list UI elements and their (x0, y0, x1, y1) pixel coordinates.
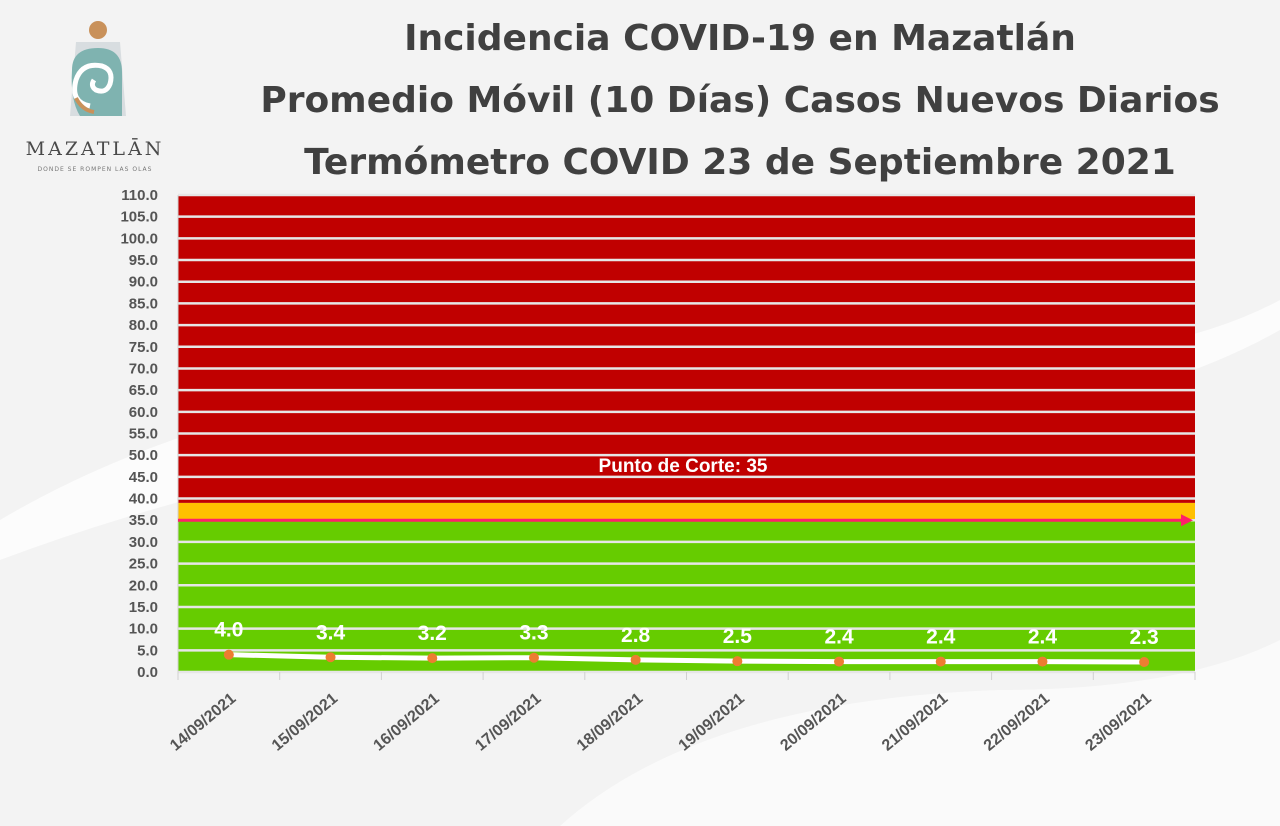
y-tick-label: 85.0 (129, 295, 158, 312)
y-tick-label: 65.0 (129, 382, 158, 399)
data-point (223, 649, 234, 660)
y-tick-label: 70.0 (129, 360, 158, 377)
y-tick-label: 10.0 (129, 621, 158, 638)
data-point (1037, 656, 1048, 667)
chart-titles: Incidencia COVID-19 en Mazatlán Promedio… (200, 8, 1280, 194)
y-tick-label: 80.0 (129, 317, 158, 334)
data-point (528, 652, 539, 663)
logo-tagline: DONDE SE ROMPEN LAS OLAS (37, 166, 153, 173)
x-tick-label: 14/09/2021 (167, 690, 239, 755)
cutoff-marker: Punto de Corte: 35 (178, 456, 1193, 527)
y-tick-label: 15.0 (129, 599, 158, 616)
risk-band-0 (178, 520, 1195, 672)
data-label: 2.5 (723, 625, 753, 648)
data-label: 2.4 (824, 626, 854, 649)
title-line-2: Promedio Móvil (10 Días) Casos Nuevos Di… (260, 80, 1220, 121)
wave-emblem-icon (70, 21, 126, 116)
x-tick-label: 17/09/2021 (472, 690, 544, 755)
x-tick-label: 16/09/2021 (371, 690, 443, 755)
y-tick-label: 95.0 (129, 252, 158, 269)
data-labels: 4.0 3.4 3.2 3.3 2.8 2.5 2.4 2.4 2.4 2.3 (214, 619, 1159, 649)
data-label: 2.3 (1130, 626, 1159, 649)
y-tick-label: 60.0 (129, 404, 158, 421)
data-point (732, 656, 743, 667)
y-tick-label: 20.0 (129, 577, 158, 594)
data-point (935, 656, 946, 667)
gridlines (177, 193, 1195, 674)
title-line-1: Incidencia COVID-19 en Mazatlán (404, 18, 1076, 59)
y-tick-label: 0.0 (137, 664, 158, 681)
cutoff-arrow-icon (1181, 514, 1193, 527)
y-tick-label: 40.0 (129, 491, 158, 508)
y-tick-label: 50.0 (129, 447, 158, 464)
data-label: 2.8 (621, 624, 651, 647)
y-tick-label: 25.0 (129, 556, 158, 573)
data-label: 2.4 (1028, 626, 1058, 649)
title-line-3: Termómetro COVID 23 de Septiembre 2021 (304, 142, 1176, 183)
data-label: 3.4 (316, 621, 346, 644)
moving-average-series (223, 649, 1150, 668)
y-tick-label: 90.0 (129, 274, 158, 291)
x-tick-label: 20/09/2021 (777, 690, 849, 755)
mazatlan-logo: MAZATLĀN DONDE SE ROMPEN LAS OLAS (10, 10, 180, 173)
data-point (630, 654, 641, 665)
x-tick-label: 15/09/2021 (269, 690, 341, 755)
cutoff-label: Punto de Corte: 35 (599, 456, 768, 477)
y-tick-label: 5.0 (137, 642, 158, 659)
data-label: 2.4 (926, 626, 956, 649)
data-label: 4.0 (214, 619, 243, 642)
x-tick-label: 19/09/2021 (676, 690, 748, 755)
data-point (834, 656, 845, 667)
x-axis-ticks: 14/09/2021 15/09/2021 16/09/2021 17/09/2021… (167, 672, 1196, 755)
x-tick-label: 21/09/2021 (879, 690, 951, 755)
data-point (427, 653, 438, 664)
x-tick-label: 18/09/2021 (574, 690, 646, 755)
data-point (1139, 657, 1150, 668)
y-tick-label: 110.0 (121, 187, 158, 204)
risk-bands (178, 195, 1195, 672)
y-tick-label: 105.0 (120, 209, 158, 226)
y-tick-label: 30.0 (129, 534, 158, 551)
y-tick-label: 55.0 (129, 426, 158, 443)
y-tick-label: 45.0 (129, 469, 158, 486)
y-tick-label: 100.0 (120, 230, 158, 247)
series-line (228, 652, 1145, 665)
data-label: 3.2 (418, 622, 447, 645)
logo-name: MAZATLĀN (25, 138, 165, 160)
y-axis-ticks: 0.0 5.0 10.0 15.0 20.0 25.0 30.0 35.0 40.0 45.0 50… (120, 187, 158, 681)
risk-band-2 (178, 195, 1195, 503)
y-tick-label: 75.0 (129, 339, 158, 356)
risk-band-1 (178, 502, 1195, 521)
x-tick-label: 22/09/2021 (981, 690, 1053, 755)
x-tick-label: 23/09/2021 (1082, 690, 1154, 755)
data-label: 3.3 (519, 622, 548, 645)
data-point (325, 652, 336, 663)
y-tick-label: 35.0 (129, 512, 158, 529)
